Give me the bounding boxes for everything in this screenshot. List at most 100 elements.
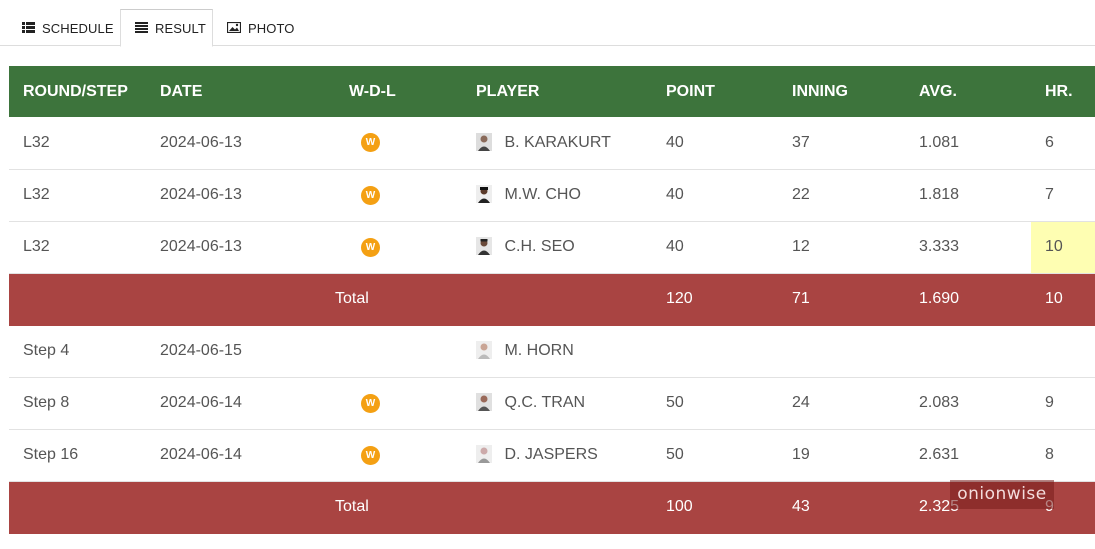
total-row: Total 120 71 1.690 10: [9, 273, 1095, 326]
win-badge-icon: W: [361, 133, 380, 153]
player-avatar-icon: [476, 132, 492, 151]
cell-point: 40: [652, 117, 778, 170]
total-point: 120: [652, 273, 778, 326]
col-player: PLAYER: [462, 66, 652, 117]
cell-player[interactable]: C.H. SEO: [462, 221, 652, 274]
watermark: onionwise: [950, 480, 1054, 509]
cell-wdl: W: [335, 169, 462, 222]
player-avatar-icon: [476, 236, 492, 255]
total-hr: 10: [1031, 273, 1095, 326]
cell-avg: 2.083: [905, 377, 1031, 430]
cell-point: 50: [652, 377, 778, 430]
win-badge-icon: W: [361, 185, 380, 205]
player-name: M. HORN: [504, 341, 574, 359]
cell-avg: 3.333: [905, 221, 1031, 274]
cell-player[interactable]: D. JASPERS: [462, 429, 652, 482]
table-row: L32 2024-06-13 W C.H. SEO 40 12 3.333 10: [9, 221, 1095, 274]
cell-date: 2024-06-13: [146, 117, 335, 170]
col-inning: INNING: [778, 66, 905, 117]
player-name: D. JASPERS: [504, 445, 598, 463]
cell-avg: 2.631: [905, 429, 1031, 482]
cell-date: 2024-06-15: [146, 325, 335, 378]
cell-avg: 1.818: [905, 169, 1031, 222]
cell-inning: 12: [778, 221, 905, 274]
cell-inning: 22: [778, 169, 905, 222]
tab-bar: SCHEDULE RESULT PHOTO: [0, 0, 1095, 47]
total-avg: 1.690: [905, 273, 1031, 326]
cell-player[interactable]: Q.C. TRAN: [462, 377, 652, 430]
player-avatar-icon: [476, 184, 492, 203]
cell-round: Step 4: [9, 325, 146, 378]
table-header-row: ROUND/STEP DATE W-D-L PLAYER POINT INNIN…: [9, 66, 1095, 117]
win-badge-icon: W: [361, 237, 380, 257]
cell-wdl: W: [335, 117, 462, 170]
player-name: M.W. CHO: [504, 185, 581, 203]
cell-hr: 9: [1031, 377, 1095, 430]
player-avatar-icon: [476, 444, 492, 463]
table-row: L32 2024-06-13 W M.W. CHO 40 22 1.818 7: [9, 169, 1095, 222]
cell-date: 2024-06-13: [146, 221, 335, 274]
total-label: Total: [335, 481, 462, 534]
total-spacer: [9, 481, 146, 534]
total-spacer: [9, 273, 146, 326]
cell-round: L32: [9, 221, 146, 274]
total-spacer: [146, 273, 335, 326]
cell-player[interactable]: M.W. CHO: [462, 169, 652, 222]
total-row: Total 100 43 2.325 9: [9, 481, 1095, 534]
win-badge-icon: W: [361, 445, 380, 465]
tab-result-label: RESULT: [155, 20, 206, 36]
total-label: Total: [335, 273, 462, 326]
total-point: 100: [652, 481, 778, 534]
col-point: POINT: [652, 66, 778, 117]
col-avg: AVG.: [905, 66, 1031, 117]
image-icon: [226, 21, 242, 36]
cell-date: 2024-06-13: [146, 169, 335, 222]
cell-wdl: W: [335, 221, 462, 274]
player-avatar-icon: [476, 340, 492, 359]
cell-inning: 19: [778, 429, 905, 482]
cell-round: L32: [9, 117, 146, 170]
total-spacer: [462, 481, 652, 534]
cell-hr: 7: [1031, 169, 1095, 222]
cell-hr-highlight: 10: [1031, 221, 1095, 274]
player-name: C.H. SEO: [504, 237, 575, 255]
cell-point: [652, 325, 778, 378]
tab-photo-label: PHOTO: [248, 20, 295, 36]
cell-wdl: W: [335, 377, 462, 430]
table-row: L32 2024-06-13 W B. KARAKURT 40 37 1.081…: [9, 117, 1095, 170]
cell-avg: 1.081: [905, 117, 1031, 170]
table-row: Step 16 2024-06-14 W D. JASPERS 50 19 2.…: [9, 429, 1095, 482]
cell-date: 2024-06-14: [146, 429, 335, 482]
tab-schedule-label: SCHEDULE: [42, 20, 114, 36]
cell-hr: 6: [1031, 117, 1095, 170]
col-wdl: W-D-L: [335, 66, 462, 117]
cell-point: 40: [652, 221, 778, 274]
lines-icon: [135, 21, 148, 36]
cell-hr: 8: [1031, 429, 1095, 482]
cell-point: 50: [652, 429, 778, 482]
total-inning: 43: [778, 481, 905, 534]
tab-schedule[interactable]: SCHEDULE: [10, 9, 126, 47]
player-name: B. KARAKURT: [504, 133, 611, 151]
cell-avg: [905, 325, 1031, 378]
total-inning: 71: [778, 273, 905, 326]
cell-wdl: [335, 325, 462, 378]
cell-inning: 37: [778, 117, 905, 170]
list-icon: [22, 21, 35, 36]
player-avatar-icon: [476, 392, 492, 411]
col-date: DATE: [146, 66, 335, 117]
tab-result[interactable]: RESULT: [120, 9, 213, 47]
cell-player[interactable]: M. HORN: [462, 325, 652, 378]
player-name: Q.C. TRAN: [504, 393, 586, 411]
cell-point: 40: [652, 169, 778, 222]
table-row: Step 4 2024-06-15 M. HORN: [9, 325, 1095, 378]
cell-wdl: W: [335, 429, 462, 482]
result-table: ROUND/STEP DATE W-D-L PLAYER POINT INNIN…: [9, 66, 1095, 534]
cell-player[interactable]: B. KARAKURT: [462, 117, 652, 170]
cell-inning: 24: [778, 377, 905, 430]
col-round: ROUND/STEP: [9, 66, 146, 117]
total-spacer: [462, 273, 652, 326]
cell-hr: [1031, 325, 1095, 378]
table-row: Step 8 2024-06-14 W Q.C. TRAN 50 24 2.08…: [9, 377, 1095, 430]
tab-photo[interactable]: PHOTO: [215, 9, 307, 47]
